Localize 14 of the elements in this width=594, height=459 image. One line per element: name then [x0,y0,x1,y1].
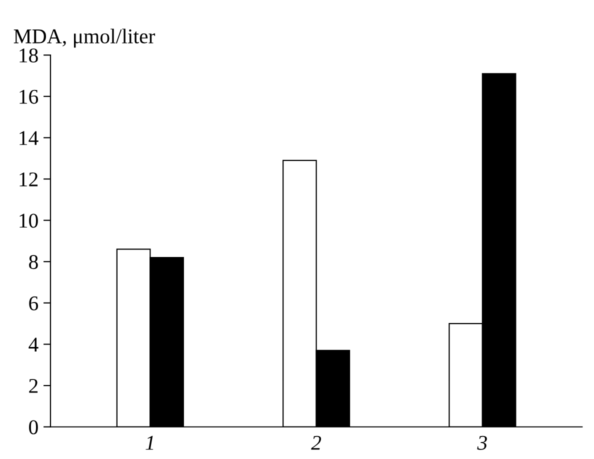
y-tick-label: 2 [29,378,38,393]
x-tick-label: 2 [311,436,322,450]
y-tick-label: 18 [20,48,38,63]
y-tick-label: 14 [20,131,38,145]
y-tick-label: 4 [28,338,38,352]
y-tick-label: 8 [29,255,38,270]
y-tick-label: 6 [29,296,38,310]
y-axis-title: MDA, μmol/liter [14,28,156,48]
y-tick-label: 10 [20,214,38,228]
x-tick-label: 3 [477,436,487,450]
y-tick-label: 12 [20,172,38,186]
x-tick-label: 1 [146,436,154,450]
y-tick-label: 0 [29,420,38,434]
y-tick-label: 16 [20,90,38,104]
